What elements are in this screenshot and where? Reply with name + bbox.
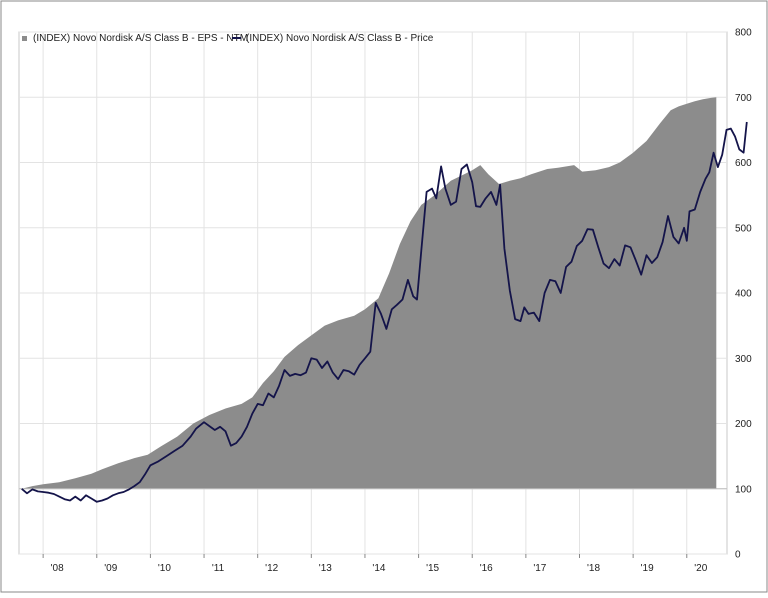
x-tick-label: '10 — [158, 563, 171, 574]
x-tick-label: '13 — [319, 563, 332, 574]
x-tick-label: '18 — [587, 563, 600, 574]
legend-label-price: (INDEX) Novo Nordisk A/S Class B - Price — [246, 33, 434, 44]
x-tick-label: '15 — [426, 563, 439, 574]
x-tick-label: '19 — [641, 563, 654, 574]
y-tick-label: 200 — [735, 419, 752, 430]
y-tick-label: 400 — [735, 289, 752, 300]
legend: (INDEX) Novo Nordisk A/S Class B - EPS -… — [22, 33, 434, 44]
line-layer — [21, 121, 748, 503]
x-tick-label: '11 — [212, 563, 225, 574]
y-tick-label: 700 — [735, 93, 752, 104]
y-tick-label: 500 — [735, 223, 752, 234]
y-tick-label: 300 — [735, 354, 752, 365]
x-axis: '08 '09 '10 '11 '12 '13 '14 '15 '16 '17 '18 '19 '20 — [42, 554, 708, 574]
x-tick-label: '09 — [104, 563, 117, 574]
y-axis: 0 100 200 300 400 500 600 700 800 — [735, 28, 752, 561]
x-tick-label: '14 — [372, 563, 385, 574]
area-layer — [21, 97, 717, 489]
x-tick-label: '17 — [533, 563, 546, 574]
legend-label-eps: (INDEX) Novo Nordisk A/S Class B - EPS -… — [33, 33, 248, 44]
y-tick-label: 600 — [735, 158, 752, 169]
x-tick-label: '16 — [480, 563, 493, 574]
y-tick-label: 100 — [735, 484, 752, 495]
x-tick-label: '08 — [51, 563, 64, 574]
series-eps-area — [21, 97, 717, 489]
legend-area-swatch — [22, 36, 27, 41]
x-tick-label: '12 — [265, 563, 278, 574]
y-tick-label: 800 — [735, 28, 752, 39]
y-tick-label: 0 — [735, 550, 741, 561]
x-tick-label: '20 — [694, 563, 707, 574]
series-price-line — [21, 121, 748, 503]
